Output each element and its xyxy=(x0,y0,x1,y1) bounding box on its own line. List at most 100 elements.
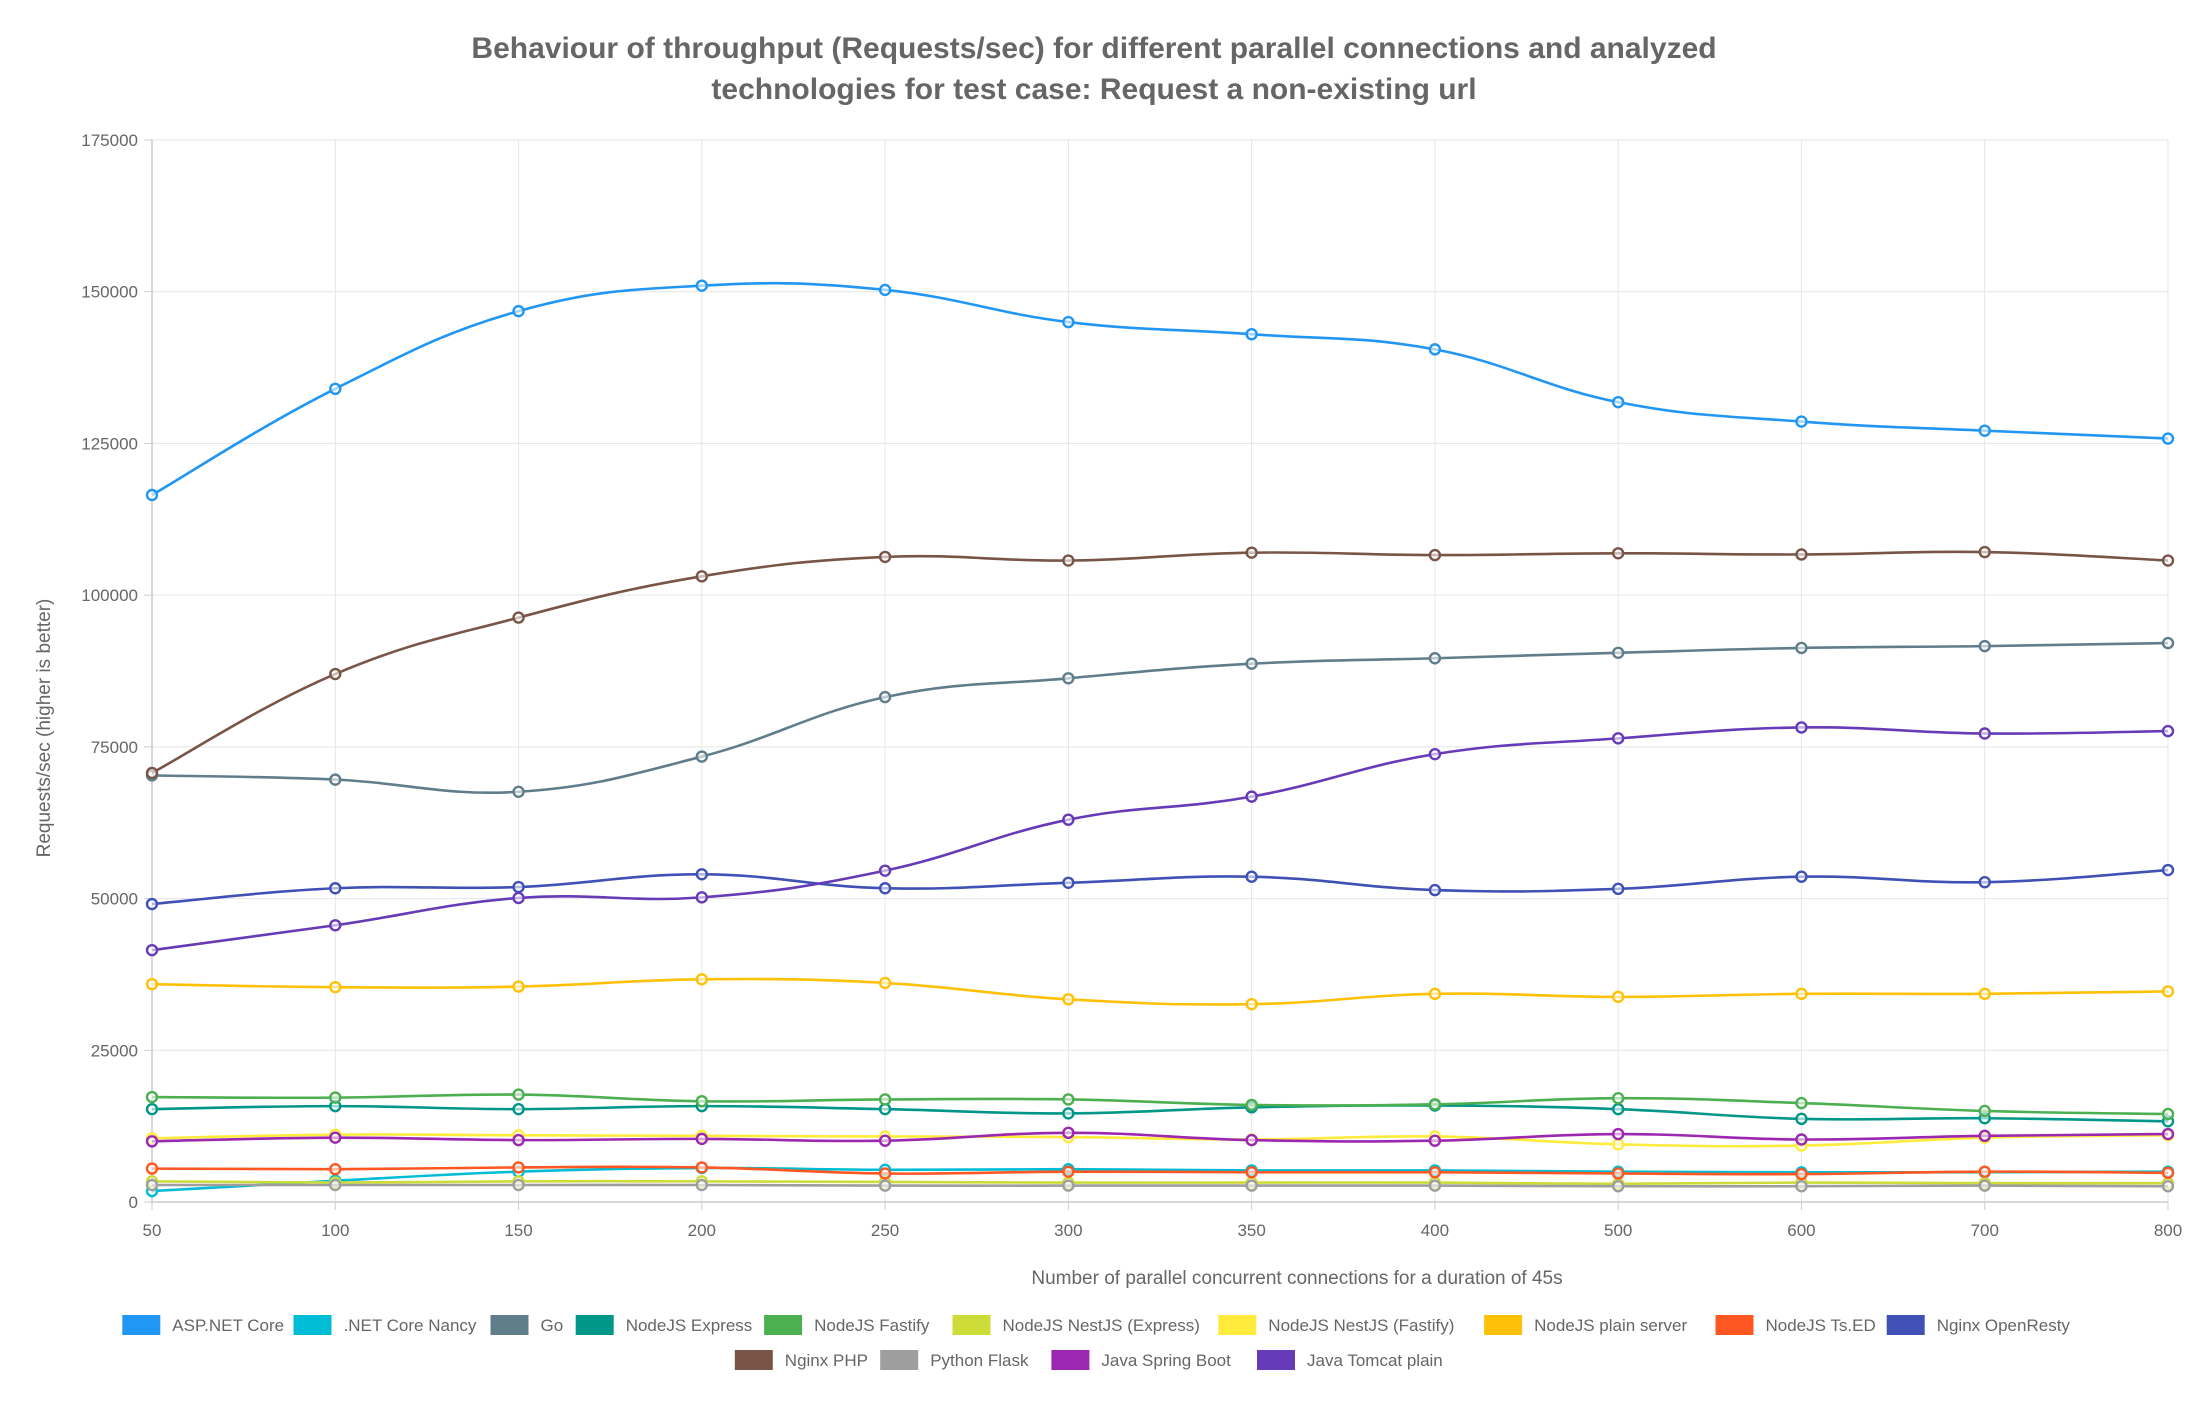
series-java-tomcat-plain-point[interactable] xyxy=(329,919,342,932)
series-nodejs-ts-ed-point[interactable] xyxy=(2161,1166,2175,1180)
series-java-spring-boot-point[interactable] xyxy=(2161,1127,2175,1141)
series-nginx-php-point[interactable] xyxy=(1062,554,1075,567)
series-nodejs-ts-ed-point[interactable] xyxy=(1795,1167,1808,1181)
series-nodejs-express-point[interactable] xyxy=(1062,1107,1075,1120)
series-nginx-openresty-point[interactable] xyxy=(512,880,525,894)
series-nginx-php-point[interactable] xyxy=(1795,548,1808,561)
series-nginx-php-point[interactable] xyxy=(1245,546,1258,559)
series-nginx-php-point[interactable] xyxy=(1428,548,1442,562)
series-nodejs-fastify-point[interactable] xyxy=(1795,1096,1808,1110)
series-nodejs-ts-ed-point[interactable] xyxy=(145,1162,159,1175)
legend-item-nodejs-nestjs-fastify[interactable]: NodeJS NestJS (Fastify) xyxy=(1218,1315,1454,1335)
series-nginx-openresty-point[interactable] xyxy=(878,882,892,895)
series-nodejs-plain-server-point[interactable] xyxy=(1245,997,1258,1011)
series-java-spring-boot-point[interactable] xyxy=(1428,1134,1442,1147)
series-go-point[interactable] xyxy=(1795,641,1808,655)
legend-item-net-core-nancy[interactable]: .NET Core Nancy xyxy=(293,1315,477,1335)
series-nodejs-plain-server-point[interactable] xyxy=(1428,987,1442,1001)
series-nginx-openresty-point[interactable] xyxy=(145,897,159,911)
series-java-tomcat-plain-point[interactable] xyxy=(2161,724,2175,738)
series-nginx-php-point[interactable] xyxy=(1611,547,1625,560)
series-go-point[interactable] xyxy=(512,785,525,798)
series-java-tomcat-plain-point[interactable] xyxy=(878,864,892,877)
series-nodejs-plain-server-point[interactable] xyxy=(1611,990,1625,1004)
series-java-spring-boot-point[interactable] xyxy=(878,1134,892,1147)
series-asp-net-core-point[interactable] xyxy=(1428,343,1442,356)
series-nginx-php-point[interactable] xyxy=(512,611,525,624)
series-nginx-openresty-point[interactable] xyxy=(329,882,342,895)
series-nodejs-fastify-point[interactable] xyxy=(1611,1092,1625,1105)
series-python-flask-point[interactable] xyxy=(1611,1180,1625,1193)
legend-item-nodejs-nestjs-express[interactable]: NodeJS NestJS (Express) xyxy=(952,1315,1200,1335)
series-nodejs-ts-ed-point[interactable] xyxy=(695,1161,709,1174)
series-java-tomcat-plain-point[interactable] xyxy=(1428,747,1442,761)
legend-item-asp-net-core[interactable]: ASP.NET Core xyxy=(122,1315,284,1335)
series-asp-net-core-point[interactable] xyxy=(878,283,892,297)
series-nodejs-plain-server-point[interactable] xyxy=(878,976,892,990)
legend-item-nginx-php[interactable]: Nginx PHP xyxy=(734,1350,868,1370)
series-go-point[interactable] xyxy=(1428,652,1442,665)
series-java-spring-boot-point[interactable] xyxy=(512,1133,525,1147)
series-go-point[interactable] xyxy=(1245,657,1258,670)
series-nginx-php-point[interactable] xyxy=(878,550,892,564)
series-nodejs-plain-server-point[interactable] xyxy=(329,980,342,994)
series-asp-net-core-point[interactable] xyxy=(1062,315,1075,329)
series-nodejs-fastify-point[interactable] xyxy=(2161,1107,2175,1121)
legend-item-java-tomcat-plain[interactable]: Java Tomcat plain xyxy=(1257,1350,1443,1370)
series-nginx-php-point[interactable] xyxy=(2161,554,2175,567)
series-nodejs-fastify-point[interactable] xyxy=(695,1095,709,1108)
series-java-tomcat-plain-point[interactable] xyxy=(1795,721,1808,734)
series-java-tomcat-plain-point[interactable] xyxy=(145,943,159,957)
series-nodejs-nestjs-fastify-point[interactable] xyxy=(1611,1138,1625,1151)
legend-item-java-spring-boot[interactable]: Java Spring Boot xyxy=(1051,1350,1231,1370)
series-go-point[interactable] xyxy=(2161,636,2175,650)
series-nodejs-fastify-point[interactable] xyxy=(145,1090,159,1104)
series-java-spring-boot-point[interactable] xyxy=(329,1131,342,1144)
series-nodejs-plain-server-point[interactable] xyxy=(145,977,159,991)
series-nodejs-ts-ed-point[interactable] xyxy=(878,1167,892,1180)
series-python-flask-point[interactable] xyxy=(512,1178,525,1192)
series-java-tomcat-plain-point[interactable] xyxy=(1978,727,1991,740)
series-java-spring-boot-point[interactable] xyxy=(1795,1133,1808,1146)
series-go-point[interactable] xyxy=(1611,646,1625,659)
series-nginx-openresty-point[interactable] xyxy=(1062,876,1075,889)
series-nodejs-fastify-point[interactable] xyxy=(1978,1104,1991,1118)
series-nodejs-plain-server-point[interactable] xyxy=(1795,987,1808,1001)
series-nginx-openresty-point[interactable] xyxy=(1611,882,1625,896)
series-nodejs-fastify-point[interactable] xyxy=(878,1093,892,1106)
series-go-point[interactable] xyxy=(878,690,892,704)
series-python-flask-point[interactable] xyxy=(2161,1180,2175,1193)
series-java-tomcat-plain-point[interactable] xyxy=(1611,732,1625,745)
legend-item-nodejs-fastify[interactable]: NodeJS Fastify xyxy=(764,1315,930,1335)
series-java-spring-boot-point[interactable] xyxy=(1062,1126,1075,1140)
series-nodejs-express-point[interactable] xyxy=(145,1102,159,1116)
series-asp-net-core-point[interactable] xyxy=(512,304,525,318)
series-java-tomcat-plain-point[interactable] xyxy=(512,891,525,905)
series-nginx-php-point[interactable] xyxy=(695,570,709,583)
legend-item-nodejs-express[interactable]: NodeJS Express xyxy=(575,1315,753,1335)
series-nginx-openresty-point[interactable] xyxy=(1428,883,1442,897)
series-python-flask-point[interactable] xyxy=(1245,1179,1258,1192)
legend-item-nodejs-plain-server[interactable]: NodeJS plain server xyxy=(1484,1315,1688,1335)
series-nodejs-plain-server-point[interactable] xyxy=(512,980,525,993)
series-java-tomcat-plain-point[interactable] xyxy=(1245,790,1258,803)
series-nginx-php-point[interactable] xyxy=(1978,545,1991,559)
series-nodejs-ts-ed-point[interactable] xyxy=(512,1161,525,1174)
series-python-flask-point[interactable] xyxy=(1428,1179,1442,1192)
series-java-spring-boot-point[interactable] xyxy=(145,1135,159,1148)
series-python-flask-point[interactable] xyxy=(695,1178,709,1192)
series-nodejs-fastify-point[interactable] xyxy=(1428,1098,1442,1111)
series-java-spring-boot-point[interactable] xyxy=(695,1132,709,1146)
series-python-flask-point[interactable] xyxy=(145,1178,159,1192)
series-nginx-php-point[interactable] xyxy=(145,766,159,780)
series-asp-net-core-point[interactable] xyxy=(2161,432,2175,445)
series-asp-net-core-point[interactable] xyxy=(1978,424,1991,437)
series-nodejs-fastify-point[interactable] xyxy=(1062,1093,1075,1106)
series-python-flask-point[interactable] xyxy=(1795,1180,1808,1193)
series-nodejs-plain-server-point[interactable] xyxy=(1978,987,1991,1001)
series-nginx-php-point[interactable] xyxy=(329,667,342,681)
series-nodejs-fastify-point[interactable] xyxy=(1245,1098,1258,1112)
series-java-spring-boot-point[interactable] xyxy=(1978,1129,1991,1143)
series-python-flask-point[interactable] xyxy=(1978,1179,1991,1192)
series-nginx-openresty-point[interactable] xyxy=(2161,863,2175,877)
